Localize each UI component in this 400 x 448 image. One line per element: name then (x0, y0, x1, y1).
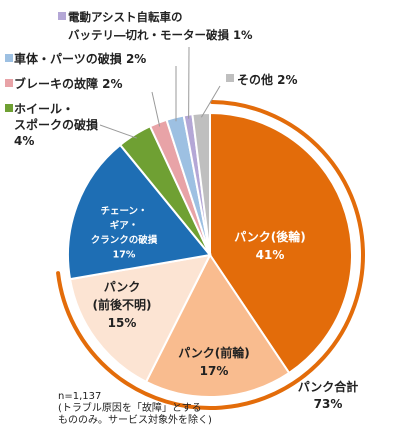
pie-slice-chain-gear-crank (67, 143, 212, 281)
legend-marker-wheel-spoke (5, 104, 13, 112)
leader-line-wheel-spoke (99, 124, 137, 139)
legend-marker-ebike-battery (58, 12, 66, 20)
legend-marker-body-parts (5, 54, 13, 62)
slice-label-chain-gear-crank: チェーン・ギア・クランクの破損 17% (91, 206, 158, 261)
legend-marker-other (226, 74, 234, 82)
sample-note: n=1,137 (トラブル原因を「故障」とするもののみ。サービス対象外を除く) (58, 391, 212, 426)
slice-label-ebike-battery: 電動アシスト自転車のバッテリ―切れ・モーター破損 1% (68, 10, 253, 42)
legend-marker-brake (5, 79, 13, 87)
puncture-total-label: パンク合計 73% (298, 379, 359, 411)
pie-slice-puncture-unknown (68, 253, 212, 384)
slice-label-wheel-spoke: ホイール・スポークの破損 4% (14, 102, 99, 148)
slice-label-brake: ブレーキの故障 2% (14, 76, 123, 91)
pie-slice-puncture-front (144, 253, 291, 399)
slice-label-other: その他 2% (237, 72, 298, 87)
slice-label-body-parts: 車体・パーツの破損 2% (14, 51, 146, 66)
slice-label-puncture-rear: パンク(後輪) 41% (234, 229, 306, 262)
puncture-total-bracket (56, 100, 365, 410)
leader-line-brake (151, 91, 161, 127)
slice-label-puncture-unknown: パンク(前後不明) 15% (93, 280, 152, 330)
pie-slice-puncture-rear (209, 111, 353, 375)
slice-label-puncture-front: パンク(前輪) 17% (178, 345, 250, 378)
leader-line-other (200, 85, 221, 118)
pie-slice-other (191, 111, 211, 256)
